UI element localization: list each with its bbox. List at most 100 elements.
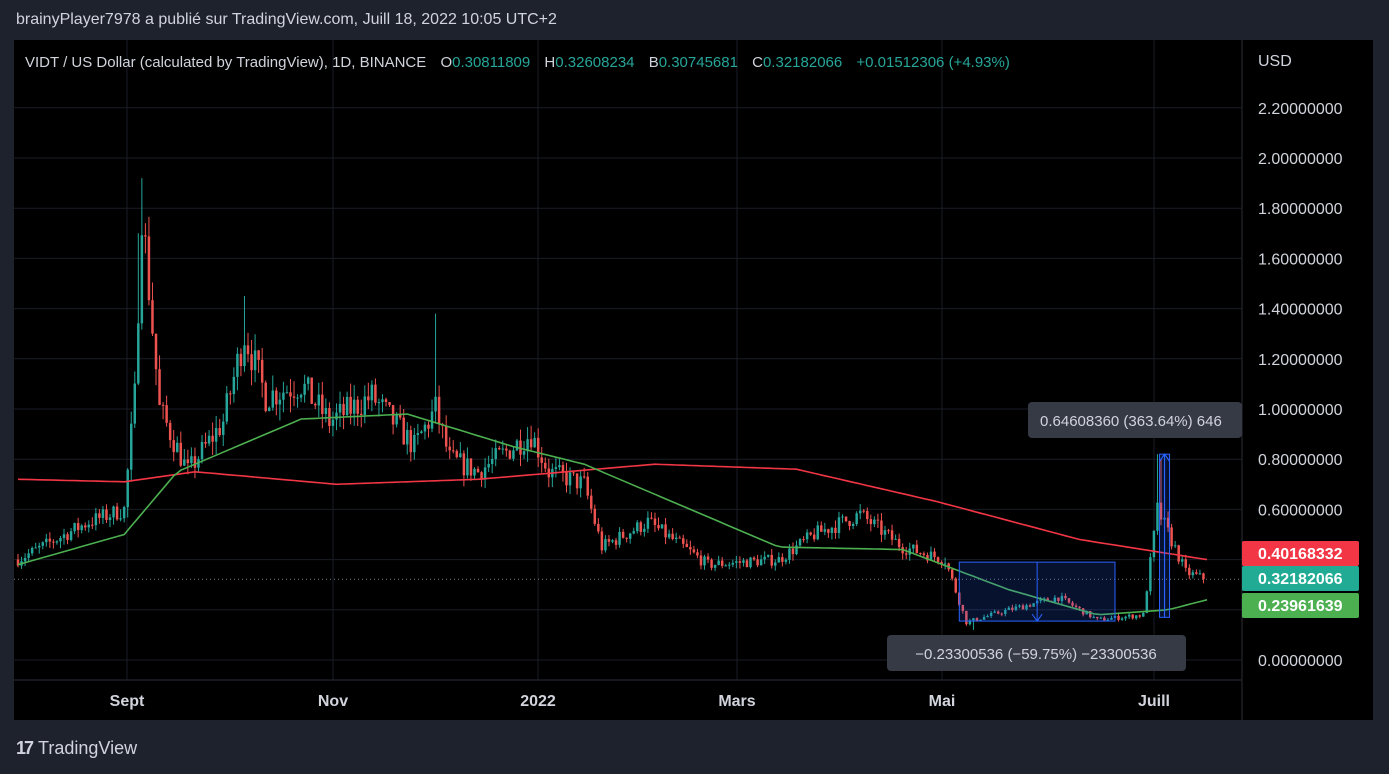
candle-body xyxy=(993,611,996,613)
candle-body xyxy=(866,510,869,520)
chart-panel[interactable]: USD 2.20000000 2.00000000 1.80000000 1.60000… xyxy=(14,40,1373,720)
candle-body xyxy=(306,377,310,384)
candle-body xyxy=(968,620,972,625)
candle-body xyxy=(66,534,69,540)
candle-body xyxy=(193,456,197,468)
candle-body xyxy=(370,384,374,401)
candle-body xyxy=(692,549,696,553)
candle-body xyxy=(628,533,632,539)
candle-body xyxy=(522,451,526,455)
candle-body xyxy=(636,522,639,532)
candle-body xyxy=(791,548,795,555)
candle-body xyxy=(536,437,540,458)
candle-body xyxy=(1025,605,1028,610)
candle-body xyxy=(940,561,943,565)
moving-average-short-line xyxy=(17,413,1208,616)
candle-body xyxy=(144,235,147,237)
candle-body xyxy=(183,459,186,466)
candle-body xyxy=(444,425,448,447)
candle-body xyxy=(1131,614,1134,619)
open-value: 0.30811809 xyxy=(452,54,531,71)
candle-body xyxy=(1078,606,1081,609)
candle-body xyxy=(869,519,873,525)
candle-body xyxy=(229,393,232,395)
candle-body xyxy=(894,538,897,540)
candle-body xyxy=(565,472,568,486)
candle-body xyxy=(646,517,650,529)
candle-body xyxy=(1149,557,1152,592)
candle-body xyxy=(469,458,473,476)
candle-body xyxy=(52,541,55,543)
candle-body xyxy=(1007,607,1011,611)
price-tick-label: 1.80000000 xyxy=(1258,201,1343,218)
candle-body xyxy=(1011,607,1014,610)
candle-body xyxy=(1198,573,1202,575)
candle-body xyxy=(321,394,324,415)
candle-body xyxy=(45,538,48,543)
candle-body xyxy=(487,463,490,468)
candle-body xyxy=(292,396,296,398)
candle-body xyxy=(1173,545,1177,547)
candle-body xyxy=(1018,605,1021,607)
candle-body xyxy=(218,427,221,435)
candle-body xyxy=(544,462,547,469)
candle-body xyxy=(844,516,848,522)
candle-body xyxy=(416,433,420,435)
candle-body xyxy=(268,407,271,412)
tradingview-logo-icon: 17 xyxy=(16,738,34,758)
candle-body xyxy=(784,559,788,562)
candle-body xyxy=(423,424,427,432)
candle-body xyxy=(919,553,922,555)
time-tick-label: Juill xyxy=(1138,693,1170,710)
candle-body xyxy=(788,548,791,560)
tradingview-logo[interactable]: 17 TradingView xyxy=(16,738,137,759)
candle-body xyxy=(989,612,993,616)
candle-body xyxy=(303,383,306,395)
price-chart[interactable]: USD 2.20000000 2.00000000 1.80000000 1.60000… xyxy=(14,40,1373,720)
candle-body xyxy=(512,450,515,459)
candle-body xyxy=(777,557,781,563)
candle-body xyxy=(59,538,62,542)
candle-body xyxy=(897,538,901,548)
candle-body xyxy=(1152,530,1156,558)
candle-body xyxy=(1085,611,1088,615)
candle-body xyxy=(604,539,607,551)
candle-body xyxy=(1000,613,1003,615)
candle-body xyxy=(982,617,986,620)
candle-body xyxy=(282,392,285,400)
candle-body xyxy=(809,532,812,535)
price-tick-label: 1.40000000 xyxy=(1258,302,1343,319)
candle-body xyxy=(409,429,413,453)
candle-body xyxy=(1170,527,1173,547)
candle-body xyxy=(582,476,586,478)
candle-body xyxy=(855,513,858,525)
candle-body xyxy=(802,539,805,541)
candle-body xyxy=(140,235,144,324)
candle-body xyxy=(713,564,717,568)
candle-body xyxy=(922,553,926,555)
candle-body xyxy=(34,547,37,549)
candle-body xyxy=(724,565,727,567)
candle-body xyxy=(798,539,802,546)
candle-body xyxy=(508,450,512,459)
candle-body xyxy=(345,396,349,416)
candle-body xyxy=(1074,605,1078,607)
candle-body xyxy=(498,448,501,450)
candle-body xyxy=(1004,610,1007,614)
candle-body xyxy=(335,412,338,420)
candle-body xyxy=(76,523,80,531)
candle-body xyxy=(363,396,367,415)
candle-body xyxy=(851,524,855,527)
candle-body xyxy=(1127,614,1131,617)
candle-body xyxy=(455,451,459,458)
candle-body xyxy=(805,532,809,540)
candle-body xyxy=(16,559,20,566)
candle-body xyxy=(41,542,45,546)
symbol-title: VIDT / US Dollar (calculated by TradingV… xyxy=(25,54,427,71)
candle-body xyxy=(91,524,94,526)
candle-body xyxy=(625,537,628,539)
candle-body xyxy=(1166,517,1170,528)
candle-body xyxy=(812,534,816,540)
candle-body xyxy=(823,529,827,532)
candle-body xyxy=(614,540,618,545)
